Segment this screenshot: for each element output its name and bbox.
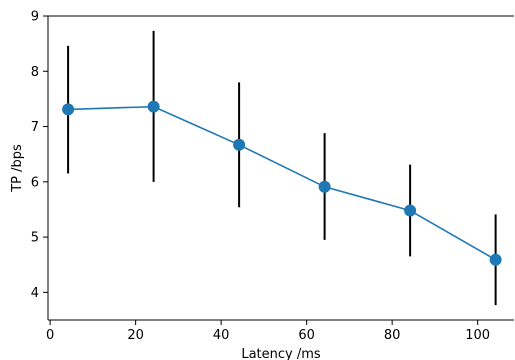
x-tick-label: 100 xyxy=(465,328,490,343)
data-point xyxy=(489,253,502,266)
x-axis-label: Latency /ms xyxy=(241,347,321,360)
series-line xyxy=(68,105,497,261)
y-axis-label: TP /bps xyxy=(10,144,25,193)
y-tick-label: 7 xyxy=(31,120,39,135)
y-tick-label: 4 xyxy=(31,286,39,301)
data-point xyxy=(318,180,331,193)
data-point xyxy=(233,138,246,151)
x-tick-label: 0 xyxy=(46,328,54,343)
data-point xyxy=(404,204,417,217)
y-tick-label: 6 xyxy=(31,175,39,190)
y-tick-label: 9 xyxy=(31,10,39,25)
axes: 0 20 40 60 80 100 4 5 6 7 8 9 xyxy=(31,10,514,343)
data-point xyxy=(147,100,160,113)
y-tick-label: 5 xyxy=(31,231,39,246)
series-lines xyxy=(68,105,497,261)
x-tick-label: 20 xyxy=(127,328,144,343)
y-tick-label: 8 xyxy=(31,65,39,80)
x-tick-label: 40 xyxy=(213,328,230,343)
x-tick-label: 80 xyxy=(384,328,401,343)
errorbars xyxy=(67,30,497,306)
x-tick-label: 60 xyxy=(298,328,315,343)
data-points xyxy=(62,100,502,266)
data-point xyxy=(62,103,75,116)
